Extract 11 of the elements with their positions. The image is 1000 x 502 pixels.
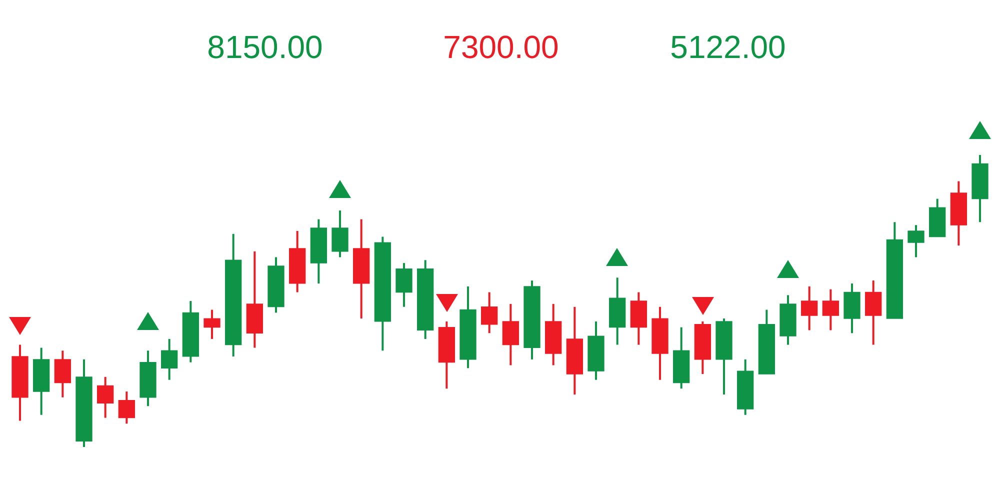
candlestick (161, 338, 178, 381)
candlestick (97, 376, 114, 419)
text: 8150.00 (207, 29, 323, 65)
candlestick (481, 291, 498, 334)
text: 7300.00 (443, 29, 559, 65)
candlestick (908, 224, 924, 258)
candlestick (801, 285, 818, 332)
candlestick (822, 288, 839, 332)
candlestick (204, 308, 220, 340)
text: 5122.00 (670, 29, 786, 65)
candlestick (118, 390, 135, 425)
